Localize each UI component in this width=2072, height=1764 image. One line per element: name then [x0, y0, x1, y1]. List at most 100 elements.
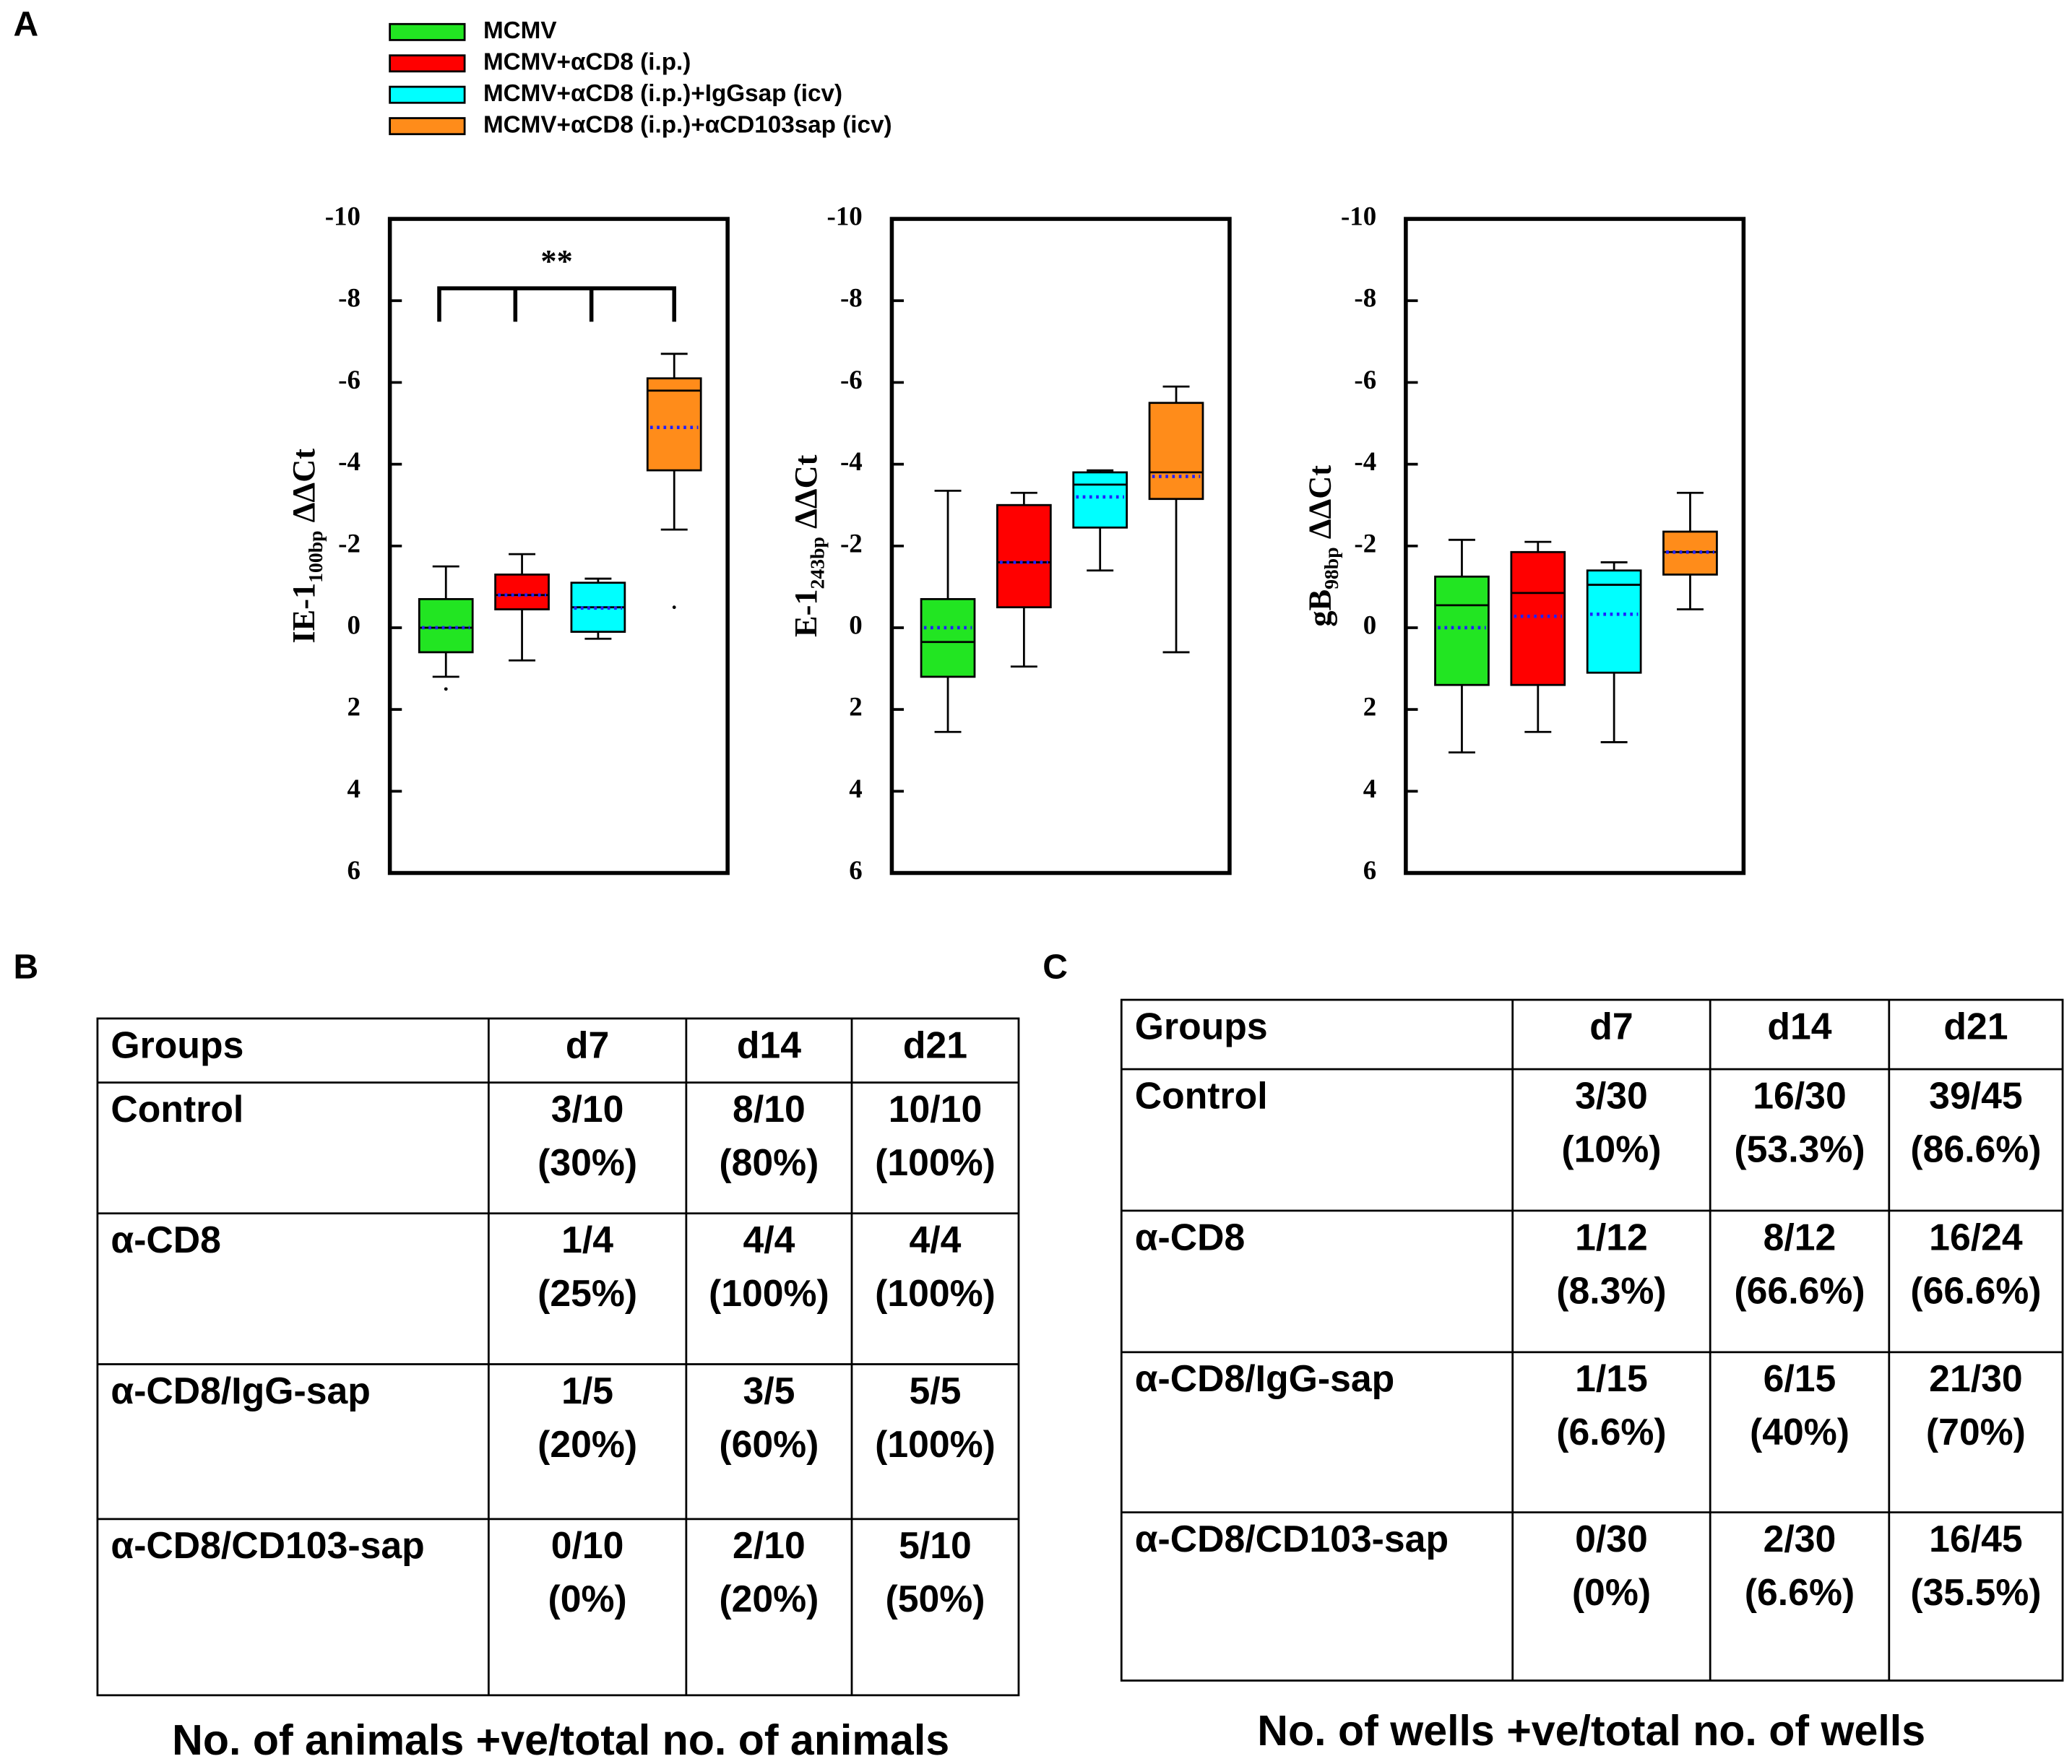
table-cell: 3/30	[1575, 1074, 1648, 1116]
table-cell: (10%)	[1561, 1128, 1661, 1169]
table-cell: 0/10	[551, 1524, 624, 1566]
y-tick-label: -8	[338, 283, 361, 313]
table-cell: (70%)	[1926, 1411, 2026, 1453]
y-tick-label: -4	[840, 446, 863, 476]
table-cell: (60%)	[719, 1423, 819, 1465]
table-cell: 5/10	[899, 1524, 972, 1566]
table-cell: 16/30	[1753, 1074, 1846, 1116]
legend-label: MCMV+αCD8 (i.p.)	[483, 49, 691, 76]
table-cell: (66.6%)	[1734, 1269, 1865, 1311]
row-group: α-CD8/IgG-sap	[111, 1370, 371, 1411]
y-tick-label: 0	[849, 610, 862, 639]
y-tick-label: 2	[1363, 692, 1376, 722]
table-cell: 1/12	[1575, 1216, 1648, 1258]
legend-label: MCMV+αCD8 (i.p.)+αCD103sap (icv)	[483, 111, 892, 138]
table-cell: 2/10	[733, 1524, 806, 1566]
table-border	[96, 1017, 1020, 1697]
y-tick-label: 6	[347, 855, 360, 885]
y-tick-label: -10	[325, 202, 361, 231]
row-group: Control	[1135, 1074, 1268, 1116]
panel-label: A	[14, 6, 39, 44]
table-header: d14	[737, 1024, 801, 1065]
table-cell: (100%)	[709, 1272, 829, 1314]
table-cell: (30%)	[538, 1141, 637, 1183]
panel-label: B	[14, 948, 39, 986]
table-cell: (100%)	[875, 1272, 996, 1314]
table-header: d21	[903, 1024, 967, 1065]
table-cell: 0/30	[1575, 1518, 1648, 1560]
table-cell: (35.5%)	[1910, 1571, 2041, 1613]
table-cell: 4/4	[743, 1219, 795, 1261]
y-tick-label: 0	[347, 610, 360, 639]
y-tick-label: -6	[1354, 365, 1376, 394]
y-tick-label: -6	[338, 365, 361, 394]
table-cell: (86.6%)	[1910, 1128, 2041, 1169]
table-cell: (20%)	[538, 1423, 637, 1465]
panel-label: C	[1043, 948, 1068, 986]
table-caption: No. of animals +ve/total no. of animals	[172, 1716, 949, 1764]
y-tick-label: -10	[1341, 202, 1376, 231]
y-tick-label: -2	[1354, 528, 1376, 558]
table-cell: 5/5	[910, 1370, 962, 1411]
y-tick-label: 4	[347, 774, 360, 803]
table-cell: 10/10	[889, 1088, 982, 1130]
box	[1072, 471, 1128, 529]
legend-swatch	[389, 117, 466, 136]
y-tick-label: 6	[849, 855, 862, 885]
table-header: d21	[1943, 1005, 2008, 1047]
row-group: α-CD8	[111, 1219, 221, 1261]
table-cell: (80%)	[719, 1141, 819, 1183]
box	[418, 597, 474, 654]
y-label-suffix: ΔΔCt	[787, 454, 824, 529]
table-cell: (0%)	[1572, 1571, 1651, 1613]
y-tick-label: -6	[840, 365, 863, 394]
y-tick-label: -8	[1354, 283, 1376, 313]
table-cell: (6.6%)	[1556, 1411, 1666, 1453]
table-cell: (100%)	[875, 1141, 996, 1183]
table-cell: (25%)	[538, 1272, 637, 1314]
table-header: Groups	[111, 1024, 243, 1065]
y-tick-label: 2	[849, 692, 862, 722]
outlier	[672, 605, 676, 610]
y-tick-label: 4	[849, 774, 862, 803]
table-header: d7	[1589, 1005, 1633, 1047]
y-tick-label: 4	[1363, 774, 1376, 803]
table-caption: No. of wells +ve/total no. of wells	[1257, 1706, 1925, 1755]
table-cell: 1/15	[1575, 1357, 1648, 1399]
legend-label: MCMV+αCD8 (i.p.)+IgGsap (icv)	[483, 80, 842, 107]
y-label-suffix: ΔΔCt	[1301, 465, 1337, 540]
y-tick-label: -4	[1354, 446, 1376, 476]
table-cell: 21/30	[1929, 1357, 2022, 1399]
row-group: α-CD8/CD103-sap	[1135, 1518, 1449, 1560]
y-tick-label: -8	[840, 283, 863, 313]
table-cell: 4/4	[910, 1219, 962, 1261]
table-cell: 2/30	[1764, 1518, 1836, 1560]
table-cell: (50%)	[885, 1578, 985, 1620]
table-cell: (6.6%)	[1745, 1571, 1855, 1613]
y-tick-label: -2	[840, 528, 863, 558]
annotation: **	[540, 243, 572, 279]
box	[646, 377, 702, 472]
row-group: α-CD8	[1135, 1216, 1246, 1258]
y-label-sub: 98bp	[1320, 547, 1342, 589]
box	[1510, 550, 1566, 686]
y-tick-label: 0	[1363, 610, 1376, 639]
table-cell: 1/4	[561, 1219, 613, 1261]
table-header: d7	[566, 1024, 609, 1065]
table-cell: (0%)	[548, 1578, 626, 1620]
table-cell: (8.3%)	[1556, 1269, 1666, 1311]
y-tick-label: -2	[338, 528, 361, 558]
table-header: Groups	[1135, 1005, 1268, 1047]
table-cell: (66.6%)	[1910, 1269, 2041, 1311]
y-tick-label: -10	[827, 202, 863, 231]
table-cell: (40%)	[1750, 1411, 1849, 1453]
y-axis-label: gB98bp ΔΔCt	[1301, 465, 1342, 627]
table-border	[1120, 998, 2064, 1682]
y-label-main: IE-1	[285, 583, 321, 644]
legend-label: MCMV	[483, 17, 557, 44]
y-tick-label: 2	[347, 692, 360, 722]
table-cell: 8/12	[1764, 1216, 1836, 1258]
y-tick-label: 6	[1363, 855, 1376, 885]
row-group: Control	[111, 1088, 243, 1130]
